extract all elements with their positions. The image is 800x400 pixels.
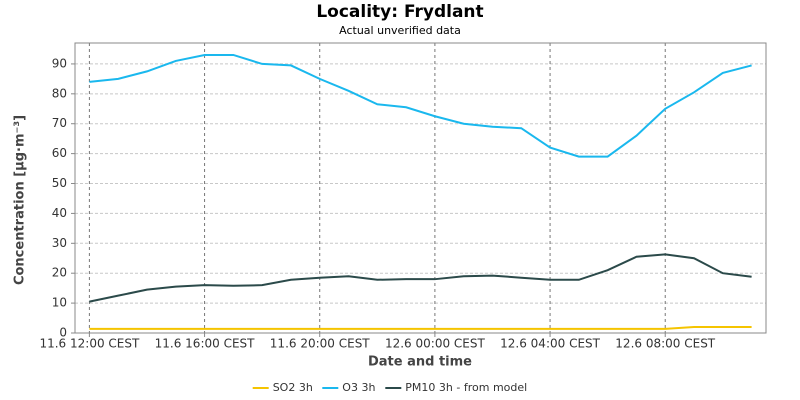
- x-tick-label: 11.6 20:00 CEST: [270, 337, 371, 351]
- y-tick-label: 50: [52, 176, 67, 190]
- legend-label: O3 3h: [342, 381, 375, 394]
- chart-subtitle: Actual unverified data: [339, 24, 461, 37]
- y-tick-label: 10: [52, 296, 67, 310]
- y-axis-label: Concentration [µg·m⁻³]: [13, 115, 28, 285]
- chart-title: Locality: Frydlant: [316, 2, 483, 22]
- y-tick-label: 40: [52, 206, 67, 220]
- plot-border: [74, 42, 767, 334]
- x-tick-label: 12.6 04:00 CEST: [500, 337, 601, 351]
- data-line: [89, 326, 752, 330]
- y-tick-label: 70: [52, 116, 67, 130]
- legend-label: PM10 3h - from model: [405, 381, 527, 394]
- y-tick-label: 90: [52, 56, 67, 70]
- y-tick-label: 30: [52, 236, 67, 250]
- x-axis-label: Date and time: [368, 355, 472, 370]
- y-tick-label: 20: [52, 266, 67, 280]
- plot-area: [75, 43, 766, 333]
- x-tick-label: 12.6 08:00 CEST: [615, 337, 716, 351]
- x-tick-label: 11.6 16:00 CEST: [155, 337, 256, 351]
- legend-label: SO2 3h: [273, 381, 313, 394]
- x-tick-label: 12.6 00:00 CEST: [385, 337, 486, 351]
- y-tick-label: 80: [52, 86, 67, 100]
- data-line: [89, 53, 752, 158]
- y-tick-label: 0: [59, 326, 67, 340]
- y-tick-label: 60: [52, 146, 67, 160]
- data-line: [89, 253, 752, 303]
- x-tick-label: 11.6 12:00 CEST: [39, 337, 140, 351]
